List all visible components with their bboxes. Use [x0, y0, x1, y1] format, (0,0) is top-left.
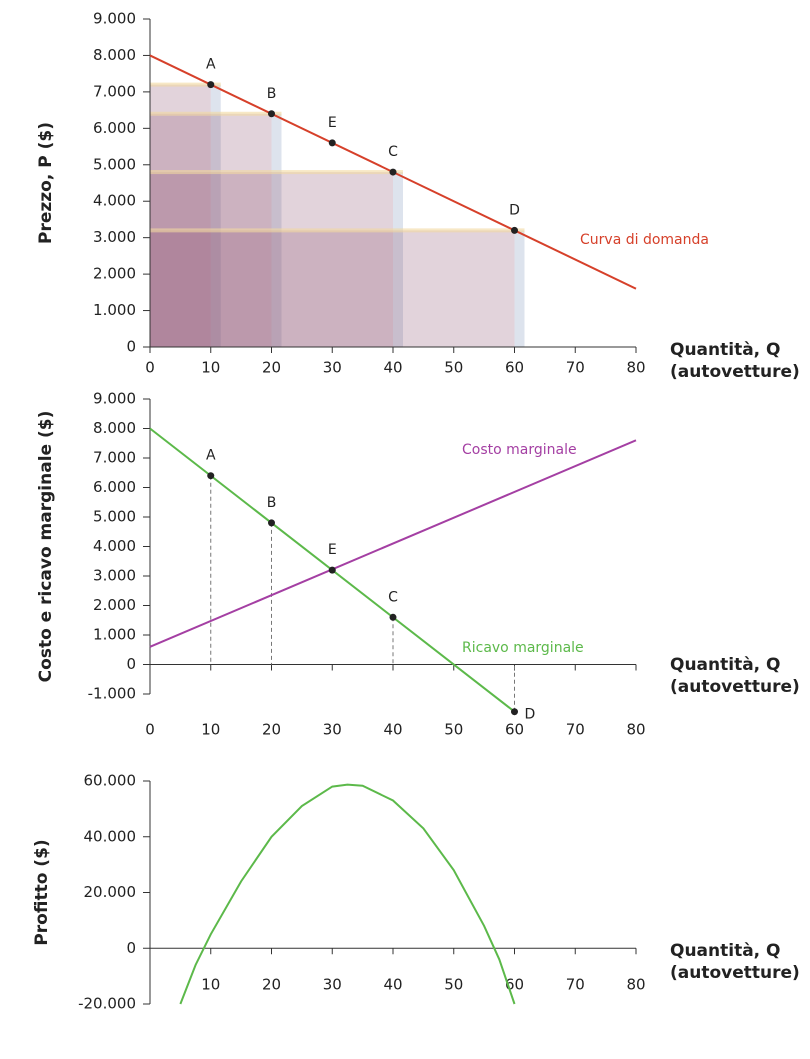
x-tick-label: 20: [262, 976, 281, 994]
point: [328, 566, 336, 574]
x-tick-label: 80: [626, 359, 645, 377]
y-tick-label: 0: [126, 338, 136, 356]
x-tick-label: 80: [626, 721, 645, 739]
y-tick-label: 40.000: [84, 827, 137, 845]
point: [389, 613, 397, 621]
series-label: Curva di domanda: [580, 232, 709, 248]
y-tick-label: -20.000: [78, 995, 136, 1013]
revenue-rect-top: [150, 228, 525, 233]
point-label: D: [509, 202, 520, 218]
revenue-rect: [150, 172, 393, 347]
series-label: Costo marginale: [462, 442, 577, 458]
x-tick-label: 30: [323, 359, 342, 377]
x-tick-label: 80: [626, 976, 645, 994]
x-axis-unit: (autovetture): [670, 677, 800, 697]
revenue-rect-top: [150, 111, 282, 116]
series-label: Ricavo marginale: [462, 640, 584, 656]
revenue-rect-edge: [514, 230, 525, 347]
y-tick-label: 2.000: [93, 265, 136, 283]
x-tick-label: 30: [323, 976, 342, 994]
point-label: E: [328, 542, 337, 558]
x-tick-label: 70: [566, 359, 585, 377]
y-tick-label: 6.000: [93, 478, 136, 496]
y-tick-label: 0: [126, 939, 136, 957]
x-tick-label: 40: [383, 721, 402, 739]
y-tick-label: -1.000: [88, 685, 136, 703]
point: [268, 110, 275, 118]
y-tick-label: 20.000: [84, 883, 137, 901]
point-label: D: [525, 707, 536, 723]
y-tick-label: 60.000: [84, 772, 137, 790]
x-tick-label: 70: [566, 721, 585, 739]
series-line: [149, 439, 637, 648]
x-tick-label: 0: [145, 359, 155, 377]
x-tick-label: 50: [444, 359, 463, 377]
point: [207, 81, 215, 89]
revenue-rect-edge: [210, 84, 221, 347]
x-tick-label: 60: [505, 721, 524, 739]
y-tick-label: 1.000: [93, 301, 136, 319]
revenue-rect-top: [150, 82, 221, 87]
y-tick-label: 0: [126, 655, 136, 673]
y-tick-label: 9.000: [93, 390, 136, 408]
x-tick-label: 10: [201, 359, 220, 377]
point-label: B: [267, 495, 277, 511]
x-tick-label: 40: [383, 359, 402, 377]
x-tick-label: 10: [201, 721, 220, 739]
x-tick-label: 20: [262, 359, 281, 377]
y-tick-label: 4.000: [93, 192, 136, 210]
point: [511, 708, 518, 716]
y-tick-label: 6.000: [93, 119, 136, 137]
point: [207, 472, 215, 480]
x-axis-label: Quantità, Q: [670, 655, 781, 675]
point-label: C: [388, 144, 398, 160]
y-tick-label: 9.000: [93, 10, 136, 28]
revenue-rect: [150, 230, 515, 347]
point-label: A: [206, 448, 216, 464]
y-axis-label: Prezzo, P ($): [36, 122, 56, 244]
y-tick-label: 1.000: [93, 626, 136, 644]
y-tick-label: 5.000: [93, 508, 136, 526]
x-axis-label: Quantità, Q: [670, 941, 781, 961]
revenue-rect: [150, 84, 211, 347]
y-tick-label: 5.000: [93, 155, 136, 173]
x-tick-label: 30: [323, 721, 342, 739]
point: [389, 168, 397, 176]
x-tick-label: 40: [383, 976, 402, 994]
point-label: E: [328, 115, 337, 131]
x-tick-label: 50: [444, 721, 463, 739]
revenue-rect-top: [150, 170, 403, 175]
y-tick-label: 3.000: [93, 228, 136, 246]
y-tick-label: 8.000: [93, 419, 136, 437]
point: [268, 519, 275, 527]
x-tick-label: 0: [145, 721, 155, 739]
y-tick-label: 2.000: [93, 596, 136, 614]
x-tick-label: 60: [505, 359, 524, 377]
point-label: B: [267, 86, 277, 102]
point-label: C: [388, 589, 398, 605]
x-axis-unit: (autovetture): [670, 963, 800, 983]
y-tick-label: 7.000: [93, 449, 136, 467]
x-tick-label: 50: [444, 976, 463, 994]
y-tick-label: 8.000: [93, 46, 136, 64]
point: [328, 139, 336, 147]
y-tick-label: 3.000: [93, 567, 136, 585]
y-axis-label: Profitto ($): [32, 839, 52, 945]
x-axis-label: Quantità, Q: [670, 340, 781, 360]
y-tick-label: 4.000: [93, 537, 136, 555]
x-tick-label: 70: [566, 976, 585, 994]
point: [511, 226, 518, 234]
x-tick-label: 20: [262, 721, 281, 739]
series-line: [179, 783, 516, 1005]
y-axis-label: Costo e ricavo marginale ($): [36, 411, 56, 683]
point-label: A: [206, 57, 216, 73]
x-tick-label: 10: [201, 976, 220, 994]
x-axis-unit: (autovetture): [670, 362, 800, 382]
y-tick-label: 7.000: [93, 82, 136, 100]
revenue-rect-edge: [393, 172, 403, 347]
